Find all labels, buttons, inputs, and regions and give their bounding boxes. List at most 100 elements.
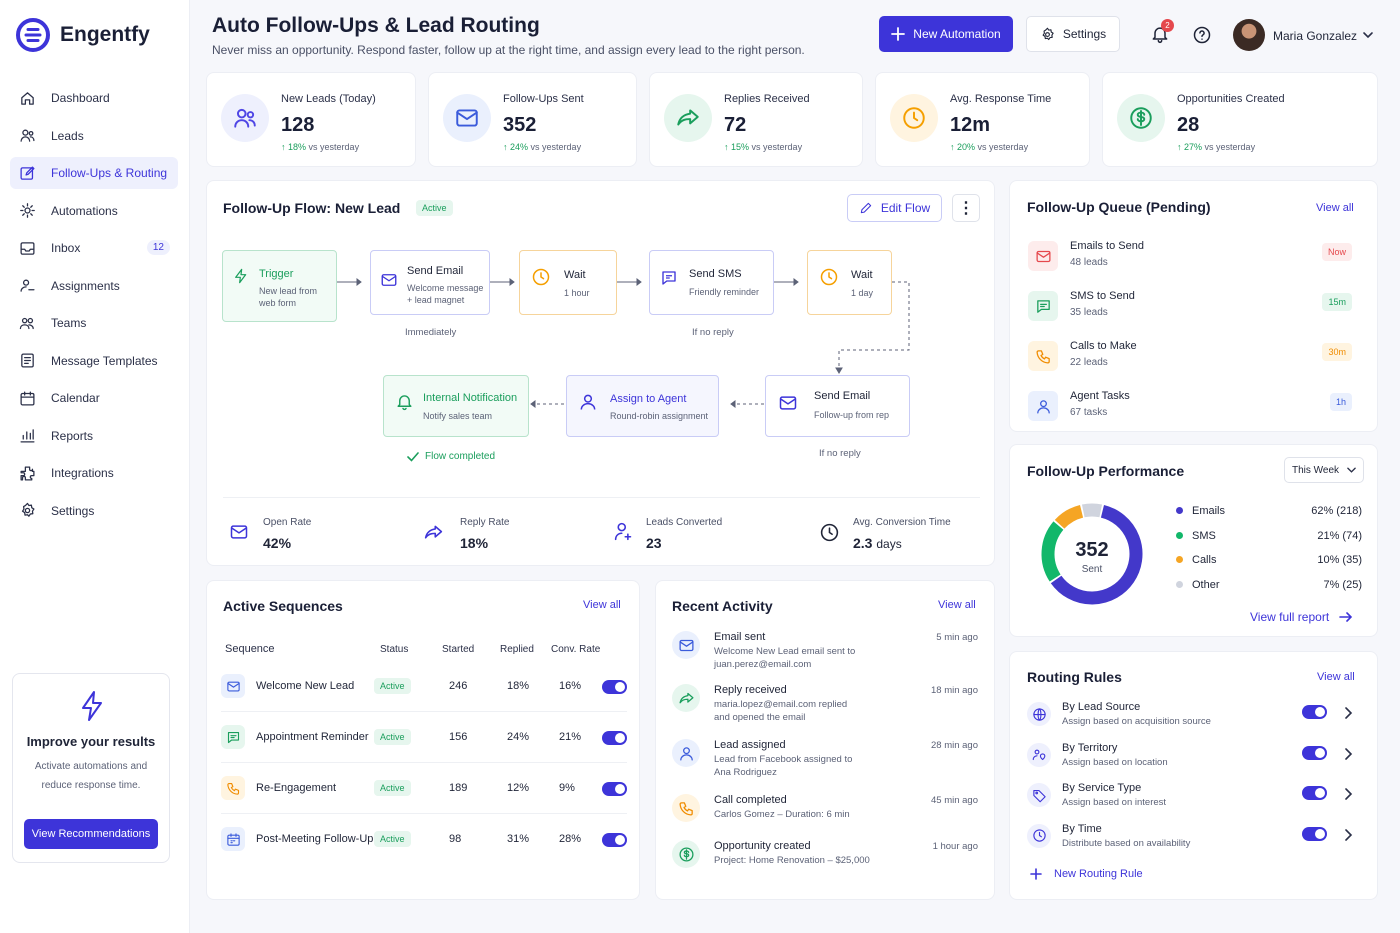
queue-item[interactable]: Calls to Make 22 leads 30m (1024, 337, 1364, 377)
activity-detail-2: juan.perez@email.com (714, 659, 812, 670)
stat-delta-value: 27% (1184, 142, 1203, 152)
sidebar-item-dashboard[interactable]: Dashboard (10, 82, 178, 114)
inbox-icon (20, 241, 35, 255)
date-range-select[interactable]: This Week (1284, 457, 1364, 483)
activity-item[interactable]: Email sent Welcome New Lead email sent to… (656, 629, 996, 677)
routing-rule-toggle[interactable] (1302, 705, 1327, 719)
activity-item[interactable]: Lead assigned Lead from Facebook assigned… (656, 737, 996, 785)
view-full-report-label: View full report (1250, 610, 1330, 624)
sidebar-item-automations[interactable]: Automations (10, 195, 178, 227)
table-row[interactable]: Welcome New Lead Active 246 18% 16% (207, 674, 641, 700)
node-subtitle: 1 day (851, 288, 874, 298)
arrow-up-icon: ↑ (1177, 142, 1185, 152)
sidebar-item-integrations[interactable]: Integrations (10, 457, 178, 489)
stat-delta-text: vs yesterday (308, 142, 360, 152)
new-automation-button[interactable]: New Automation (879, 16, 1013, 52)
donut-segment-calls[interactable] (1054, 504, 1084, 529)
metric-label: Avg. Conversion Time (853, 517, 951, 528)
queue-item[interactable]: Emails to Send 48 leads Now (1024, 237, 1364, 277)
more-options-button[interactable]: ⋮ (952, 194, 980, 222)
sequence-toggle[interactable] (602, 833, 627, 847)
sequence-toggle[interactable] (602, 680, 627, 694)
queue-item-timing-badge: 15m (1322, 293, 1352, 311)
sidebar-item-assignments[interactable]: Assignments (10, 270, 178, 302)
sequence-toggle[interactable] (602, 782, 627, 796)
flow-node-send-email-followup[interactable]: Send Email Follow-up from rep (765, 375, 910, 437)
chevron-right-icon[interactable] (1343, 788, 1353, 800)
activity-item[interactable]: Opportunity created Project: Home Renovat… (656, 838, 996, 886)
flow-node-trigger[interactable]: Trigger New lead from web form (222, 250, 337, 322)
sequence-toggle[interactable] (602, 731, 627, 745)
new-routing-rule-button[interactable]: New Routing Rule (1030, 868, 1143, 880)
routing-rule-title: By Time (1062, 822, 1102, 835)
legend-value: 62% (218) (1311, 505, 1362, 517)
sidebar-item-reports[interactable]: Reports (10, 420, 178, 452)
sidebar-item-leads[interactable]: Leads (10, 120, 178, 152)
help-button[interactable] (1192, 25, 1212, 45)
routing-rule-item[interactable]: By Lead Source Assign based on acquisitio… (1010, 699, 1379, 733)
chevron-right-icon[interactable] (1343, 828, 1353, 841)
table-row[interactable]: Post-Meeting Follow-Up Active 98 31% 28% (207, 827, 641, 853)
notifications-button[interactable]: 2 (1150, 19, 1174, 44)
sidebar-item-settings[interactable]: Settings (10, 495, 178, 527)
sequence-conv-rate: 9% (559, 782, 575, 794)
activity-item[interactable]: Call completed Carlos Gomez – Duration: 6… (656, 792, 996, 840)
settings-button[interactable]: Settings (1026, 16, 1120, 52)
flow-node-send-email[interactable]: Send Email Welcome message + lead magnet (370, 250, 490, 315)
sequence-name: Re-Engagement (256, 782, 337, 794)
routing-rule-item[interactable]: By Service Type Assign based on interest (1010, 780, 1379, 814)
activity-item[interactable]: Reply received maria.lopez@email.com repl… (656, 682, 996, 730)
routing-rule-toggle[interactable] (1302, 826, 1327, 841)
donut-segment-sms[interactable] (1041, 521, 1064, 582)
sidebar-item-inbox[interactable]: Inbox 12 (10, 232, 178, 264)
queue-item[interactable]: Agent Tasks 67 tasks 1h (1024, 387, 1364, 427)
legend-item: Calls 10% (35) (1176, 554, 1362, 566)
queue-item[interactable]: SMS to Send 35 leads 15m (1024, 287, 1364, 327)
activity-icon-wrapper (672, 739, 700, 767)
sidebar-item-calendar[interactable]: Calendar (10, 382, 178, 414)
app-logo[interactable]: Engentfy (16, 18, 150, 52)
sequences-view-all-link[interactable]: View all (583, 599, 621, 611)
queue-view-all-link[interactable]: View all (1316, 202, 1354, 214)
sequence-status-badge: Active (374, 780, 411, 796)
flow-node-internal-notification[interactable]: Internal Notification Notify sales team (383, 375, 529, 437)
user-avatar[interactable] (1233, 19, 1265, 51)
mail-icon (230, 525, 248, 539)
sequence-conv-rate: 28% (559, 833, 582, 845)
view-recommendations-button[interactable]: View Recommendations (24, 819, 158, 849)
routing-rule-item[interactable]: By Time Distribute based on availability (1010, 821, 1379, 855)
view-full-report-link[interactable]: View full report (1250, 610, 1353, 624)
row-divider (221, 711, 627, 712)
sidebar-item-message-templates[interactable]: Message Templates (10, 345, 178, 377)
donut-segment-other[interactable] (1081, 503, 1103, 518)
settings-icon (21, 502, 35, 517)
activity-view-all-link[interactable]: View all (938, 599, 976, 611)
sequence-replied: 18% (507, 680, 530, 692)
edit-flow-button[interactable]: Edit Flow (847, 194, 942, 222)
plus-icon (891, 27, 906, 41)
chevron-right-icon[interactable] (1343, 747, 1353, 760)
user-name[interactable]: Maria Gonzalez (1273, 29, 1358, 43)
flow-node-wait-2[interactable]: Wait 1 day (807, 250, 892, 315)
routing-rule-toggle[interactable] (1302, 786, 1327, 800)
table-row[interactable]: Re-Engagement Active 189 12% 9% (207, 776, 641, 802)
table-row[interactable]: Appointment Reminder Active 156 24% 21% (207, 725, 641, 751)
sidebar-item-label: Leads (51, 128, 84, 143)
routing-rule-toggle[interactable] (1302, 745, 1327, 760)
flow-node-wait-1[interactable]: Wait 1 hour (519, 250, 617, 315)
routing-rule-item[interactable]: By Territory Assign based on location (1010, 740, 1379, 774)
sequence-name: Post-Meeting Follow-Up (256, 833, 374, 845)
calendar-icon (20, 390, 35, 406)
flow-node-assign-agent[interactable]: Assign to Agent Round-robin assignment (566, 375, 719, 437)
engentfy-logo-icon (16, 18, 50, 52)
routing-view-all-link[interactable]: View all (1317, 671, 1355, 683)
chevron-down-icon[interactable] (1362, 30, 1374, 40)
chevron-right-icon[interactable] (1343, 707, 1353, 719)
donut-segment-emails[interactable] (1050, 504, 1143, 605)
sidebar-item-follow-ups-routing[interactable]: Follow-Ups & Routing (10, 157, 178, 189)
sidebar-item-teams[interactable]: Teams (10, 307, 178, 339)
arrow-up-icon: ↑ (724, 142, 732, 152)
share-arrow-icon (424, 525, 443, 539)
flow-node-send-sms[interactable]: Send SMS Friendly reminder (649, 250, 774, 315)
dollar-icon (1130, 107, 1152, 129)
